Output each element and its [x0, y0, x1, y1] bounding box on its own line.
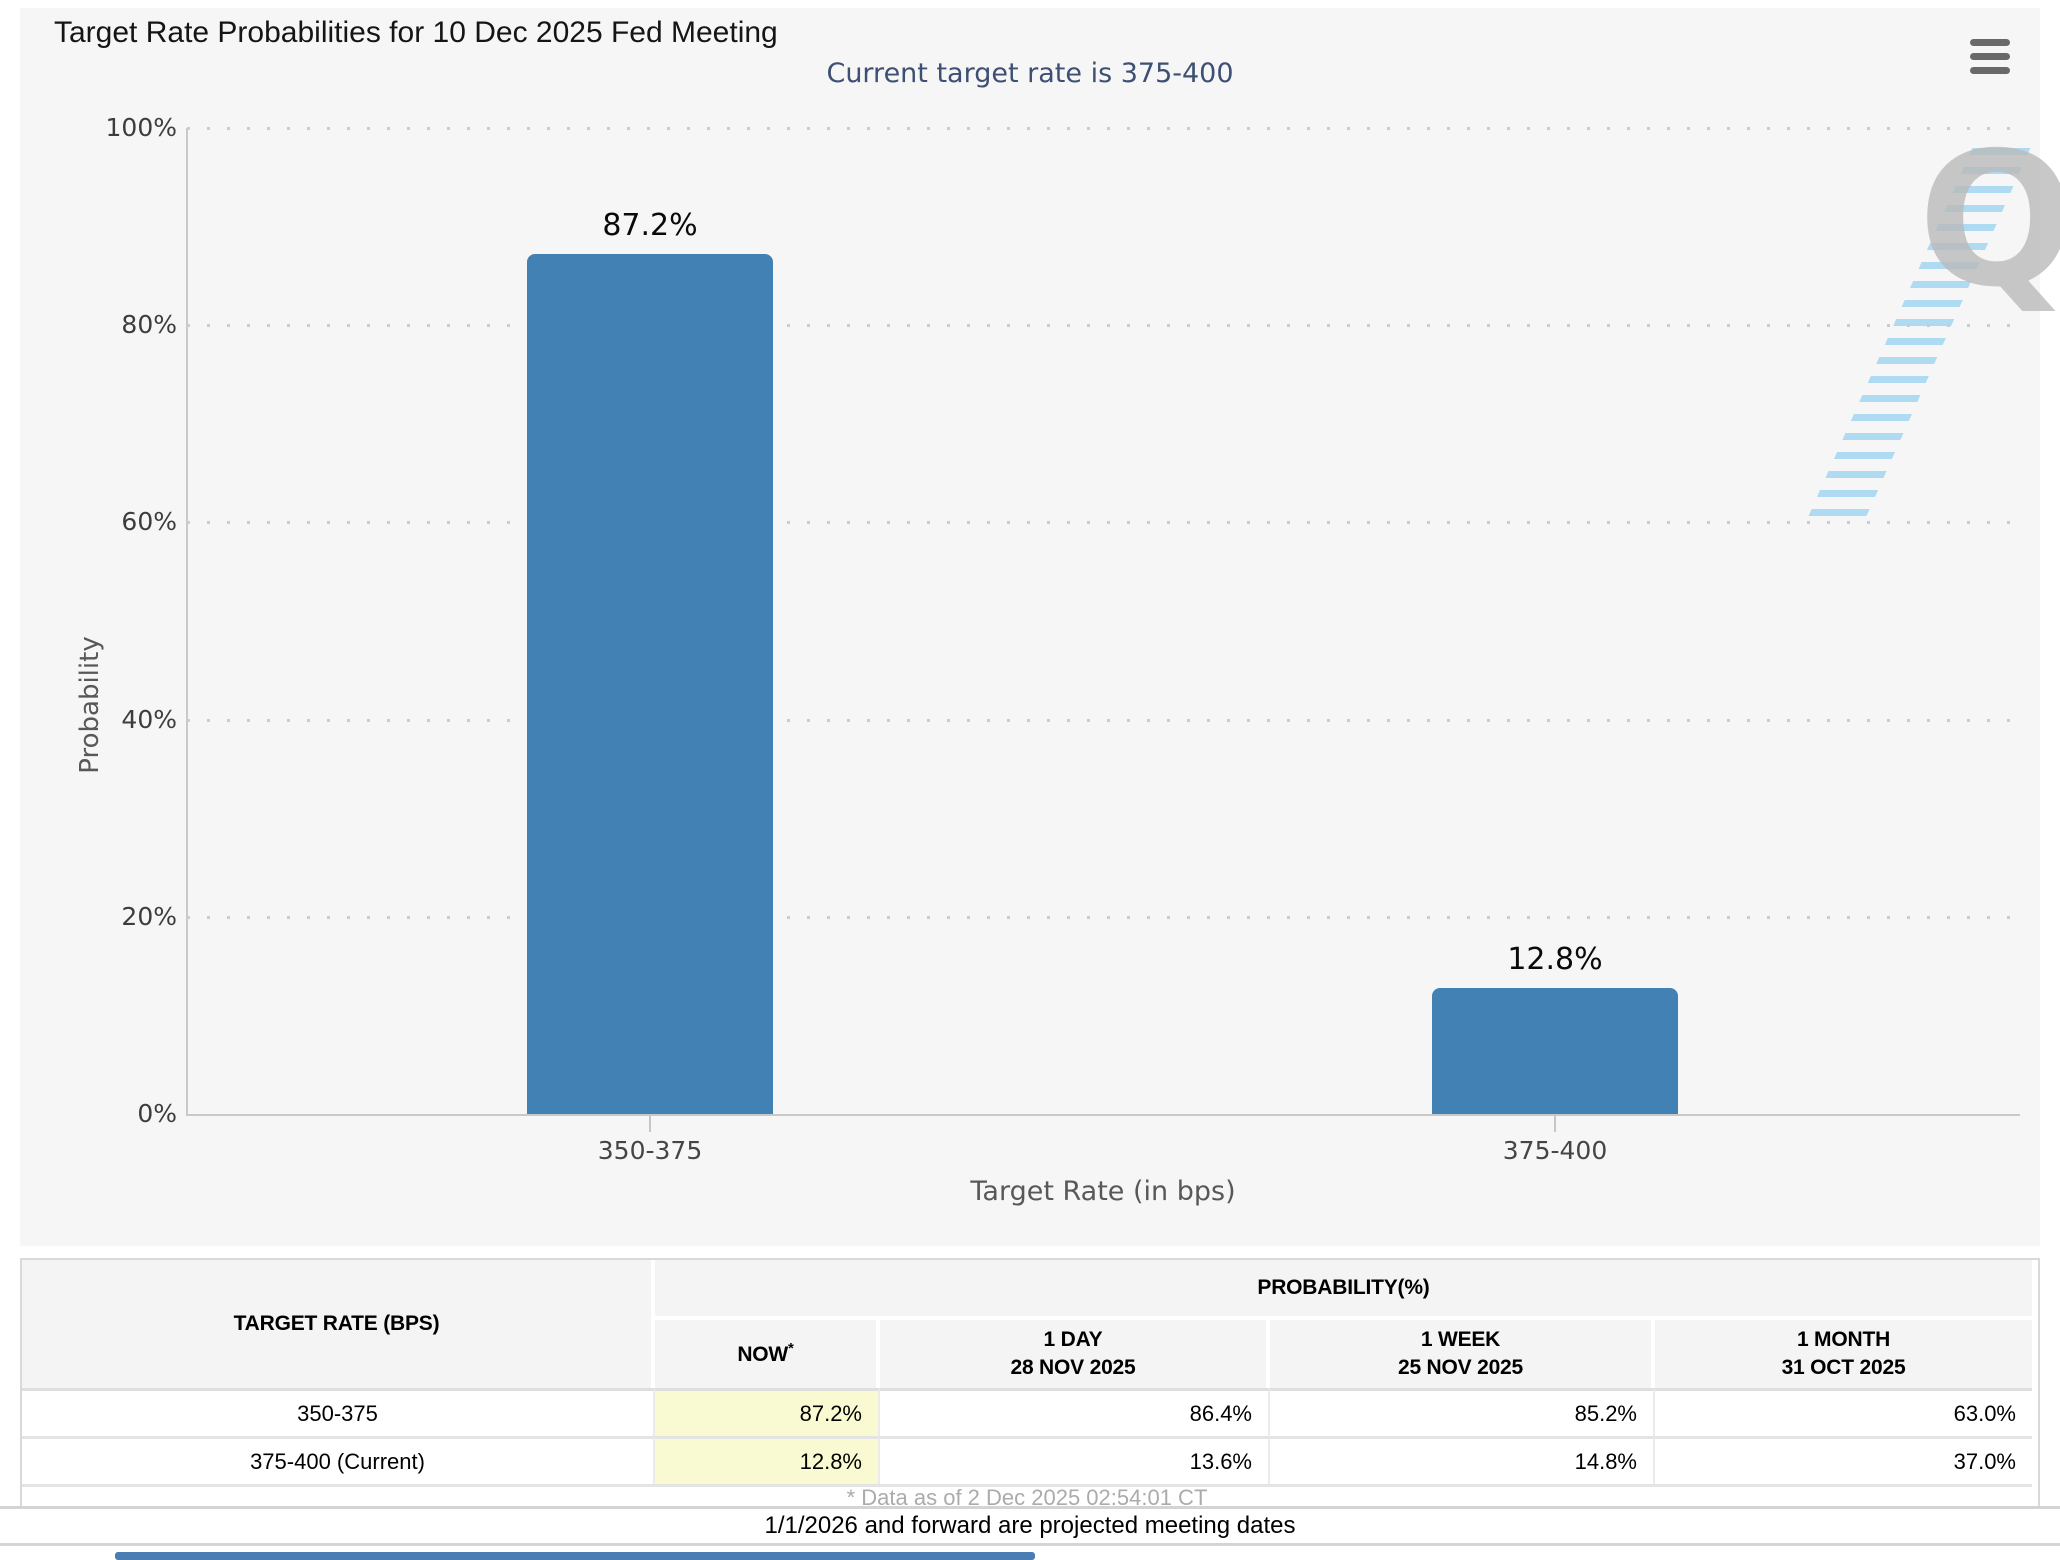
horizontal-scrollbar-thumb[interactable] [115, 1552, 1035, 1560]
now-asterisk: * [788, 1339, 794, 1357]
table-row-rate-350-375: 350-375 [22, 1388, 655, 1436]
x-axis-tick [649, 1114, 651, 1132]
projected-dates-note: 1/1/2026 and forward are projected meeti… [764, 1512, 1296, 1539]
cell-375-400-1week: 14.8% [1270, 1436, 1655, 1484]
x-axis-title: Target Rate (in bps) [970, 1176, 1236, 1207]
y-gridline [187, 127, 2020, 130]
y-tick-label: 20% [121, 901, 177, 931]
cell-375-400-1day: 13.6% [880, 1436, 1270, 1484]
y-tick-label: 80% [121, 310, 177, 340]
col-header-target-rate: TARGET RATE (BPS) [22, 1260, 655, 1388]
cell-375-400-now: 12.8% [655, 1436, 880, 1484]
y-gridline [187, 718, 2020, 722]
bar-375-400[interactable] [1432, 987, 1678, 1114]
y-tick-label: 60% [121, 507, 177, 537]
cell-375-400-1month: 37.0% [1655, 1436, 2032, 1484]
col-header-1-day: 1 DAY 28 NOV 2025 [880, 1320, 1270, 1388]
x-tick-label: 350-375 [597, 1136, 703, 1165]
bar-value-label: 87.2% [602, 208, 698, 244]
bar-value-label: 12.8% [1507, 941, 1603, 977]
bottom-note-band: 1/1/2026 and forward are projected meeti… [0, 1506, 2060, 1546]
probability-table: TARGET RATE (BPS) PROBABILITY(%) NOW* 1 … [20, 1258, 2040, 1510]
quikstrike-watermark-q-logo: Q [1918, 112, 2060, 328]
hamburger-bar [1970, 66, 2010, 74]
x-axis-tick [1554, 1114, 1556, 1132]
hamburger-bar [1970, 52, 2010, 60]
chart-panel: Target Rate Probabilities for 10 Dec 202… [20, 8, 2060, 1246]
col-header-now-label: NOW [737, 1342, 789, 1366]
col-header-1-week: 1 WEEK 25 NOV 2025 [1270, 1320, 1655, 1388]
chart-title: Target Rate Probabilities for 10 Dec 202… [54, 16, 778, 49]
bar-350-375[interactable] [527, 254, 773, 1114]
data-as-of-footnote: * Data as of 2 Dec 2025 02:54:01 CT [22, 1484, 2032, 1510]
cell-350-375-1week: 85.2% [1270, 1388, 1655, 1436]
col-header-1-month: 1 MONTH 31 OCT 2025 [1655, 1320, 2032, 1388]
cell-350-375-1month: 63.0% [1655, 1388, 2032, 1436]
cell-350-375-1day: 86.4% [880, 1388, 1270, 1436]
y-gridline [187, 915, 2020, 919]
x-tick-label: 375-400 [1502, 1136, 1608, 1165]
x-axis-line [186, 1114, 2020, 1116]
y-gridline [187, 324, 2020, 328]
col-header-now: NOW* [655, 1320, 880, 1388]
hamburger-bar [1970, 38, 2010, 46]
y-axis-line [186, 128, 188, 1114]
hamburger-menu-icon[interactable] [1970, 36, 2010, 76]
y-tick-label: 0% [137, 1099, 177, 1128]
table-row-rate-375-400: 375-400 (Current) [22, 1436, 655, 1484]
cell-350-375-now: 87.2% [655, 1388, 880, 1436]
y-tick-label: 40% [121, 704, 177, 734]
col-header-probability-group: PROBABILITY(%) [655, 1260, 2032, 1320]
y-gridline [187, 521, 2020, 525]
chart-subtitle: Current target rate is 375-400 [826, 58, 1234, 89]
y-tick-label: 100% [105, 113, 177, 142]
